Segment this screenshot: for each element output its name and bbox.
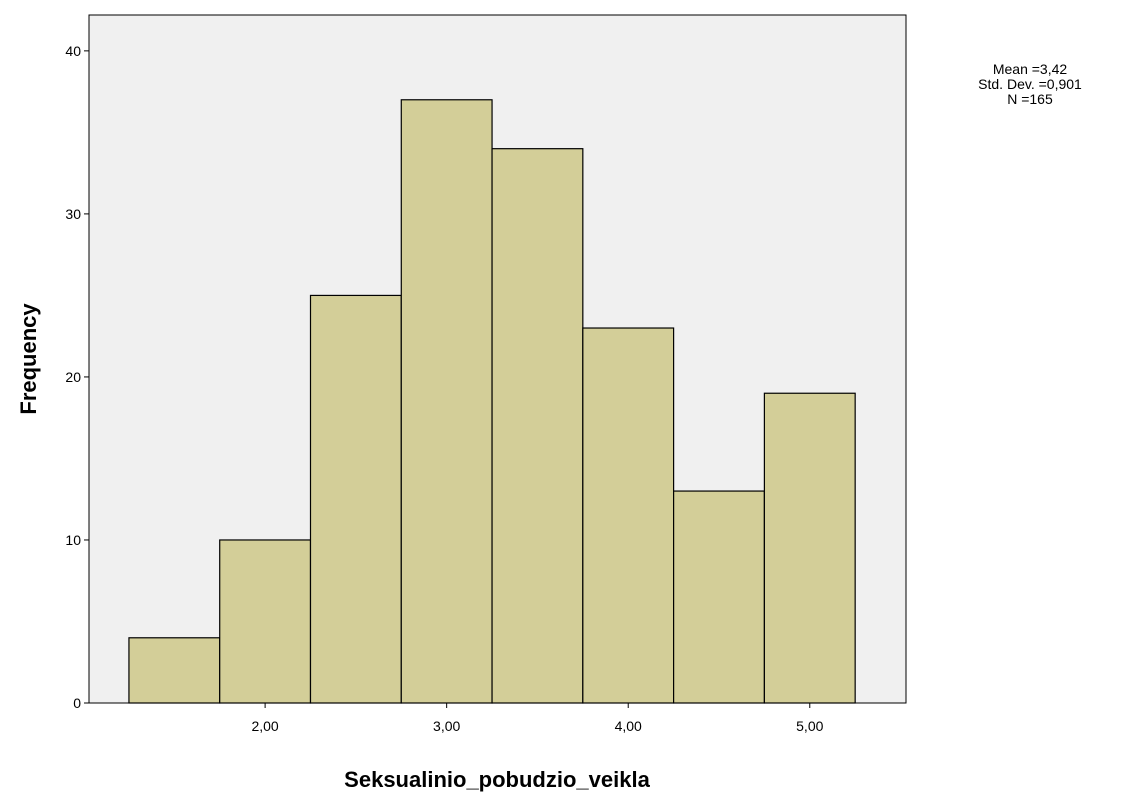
bars-group <box>128 99 856 704</box>
y-tick-label: 30 <box>65 206 81 222</box>
y-tick-label: 20 <box>65 369 81 385</box>
histogram-bar-3 <box>309 294 402 704</box>
x-tick-label: 5,00 <box>796 718 823 734</box>
x-tick-label: 3,00 <box>433 718 460 734</box>
stats-std-dev: Std. Dev. =0,901 <box>978 76 1082 92</box>
histogram-bar-1 <box>128 637 221 704</box>
x-axis-title: Seksualinio_pobudzio_veikla <box>344 767 650 792</box>
stats-mean: Mean =3,42 <box>992 61 1068 77</box>
histogram-bar-4 <box>400 99 493 704</box>
y-tick-label: 0 <box>73 695 81 711</box>
x-axis: 2,00 3,00 4,00 5,00 <box>251 703 824 734</box>
histogram-bar-2 <box>219 539 312 704</box>
histogram-bar-5 <box>491 148 584 704</box>
y-axis: 0 10 20 30 40 <box>65 43 89 711</box>
x-tick-label: 2,00 <box>251 718 278 734</box>
y-tick-label: 10 <box>65 532 81 548</box>
stats-n: N =165 <box>1007 91 1053 107</box>
histogram-bar-6 <box>582 327 675 704</box>
y-tick-label: 40 <box>65 43 81 59</box>
stats-legend: Mean =3,42 Std. Dev. =0,901 N =165 <box>940 62 1120 107</box>
histogram-bar-7 <box>673 490 765 704</box>
y-axis-title: Frequency <box>16 303 41 415</box>
histogram-bar-8 <box>763 392 856 704</box>
x-tick-label: 4,00 <box>615 718 642 734</box>
